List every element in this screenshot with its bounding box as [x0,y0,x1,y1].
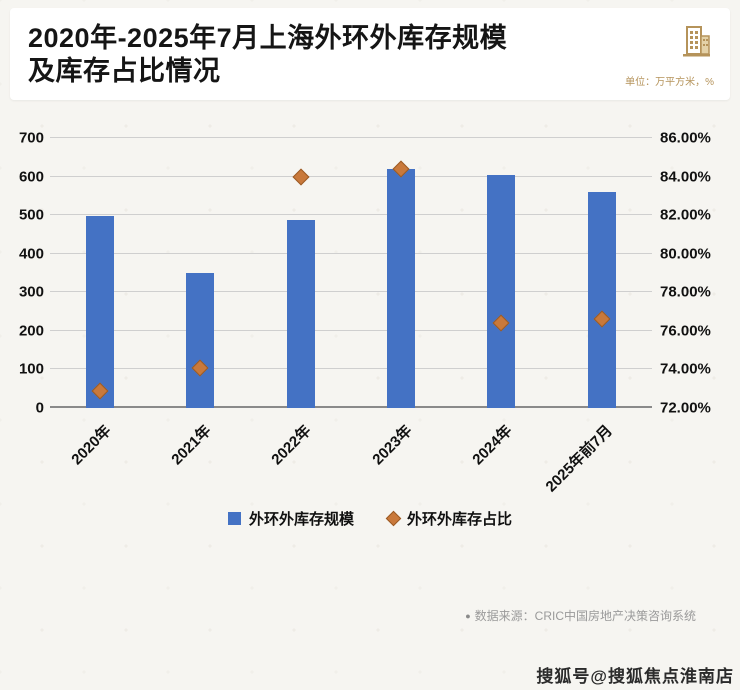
category-column: 2022年 [251,138,351,468]
left-axis-tick: 100 [18,360,44,378]
inventory-bar [86,215,115,408]
gridline [50,329,652,331]
inventory-bar [186,273,215,408]
left-axis-tick: 0 [35,399,44,417]
chart-legend: 外环外库存规模 外环外库存占比 [0,508,740,529]
right-axis-tick: 78.00% [660,283,711,301]
right-axis-tick: 80.00% [660,245,711,263]
category-column: 2024年 [451,138,551,468]
watermark-text: 搜狐号@搜狐焦点淮南店 [536,667,734,686]
category-column: 2025年前7月 [543,138,652,495]
title-line-1: 2020年-2025年7月上海外环外库存规模 [28,23,508,53]
category-column: 2023年 [351,138,451,468]
legend-item-scatter: 外环外库存占比 [385,508,513,529]
gridline [50,252,652,254]
left-axis-tick: 500 [18,206,44,224]
gridline [50,214,652,216]
category-column: 2021年 [150,138,250,468]
chart: 700 600 500 400 300 200 100 0 2020年 2021年 2022年 20… [8,130,732,496]
gridline [50,368,652,370]
bar-series-swatch-icon [227,512,241,525]
right-axis: 86.00% 84.00% 82.00% 80.00% 78.00% 76.00% 74.0… [652,130,732,417]
left-axis: 700 600 500 400 300 200 100 0 [8,130,50,417]
category-column: 2020年 [50,138,150,468]
x-axis-label: 2022年 [268,422,315,469]
right-axis-tick: 82.00% [660,206,711,224]
source-text: 数据来源：CRIC中国房地产决策咨询系统 [474,609,696,623]
legend-label-scatter: 外环外库存占比 [407,511,513,528]
unit-label: 单位：万平方米，% [625,77,714,88]
plot-area: 2020年 2021年 2022年 2023年 2024年 2025年前7月 [50,137,652,495]
x-axis-label: 2020年 [68,422,115,469]
page-title: 2020年-2025年7月上海外环外库存规模 及库存占比情况 [28,22,507,88]
right-axis-tick: 84.00% [660,168,711,186]
plot-columns: 2020年 2021年 2022年 2023年 2024年 2025年前7月 [50,138,652,495]
building-icon [678,24,714,63]
gridline [50,406,652,408]
inventory-bar [587,192,616,408]
legend-label-bar: 外环外库存规模 [248,511,354,528]
right-axis-tick: 74.00% [660,360,711,378]
chart-header: 2020年-2025年7月上海外环外库存规模 及库存占比情况 单位：万平方米，% [10,8,730,100]
left-axis-tick: 200 [18,322,44,340]
left-axis-tick: 600 [18,168,44,186]
source-bullet-icon: ● [465,611,471,621]
gridline [50,137,652,138]
legend-item-bar: 外环外库存规模 [227,508,354,529]
inventory-bar [487,174,516,408]
scatter-series-swatch-icon [385,510,402,527]
title-line-2: 及库存占比情况 [28,55,221,86]
inventory-bar [387,168,416,408]
right-axis-tick: 76.00% [660,322,711,340]
ratio-diamond-marker [292,168,310,186]
left-axis-tick: 300 [18,283,44,301]
data-source: ● 数据来源：CRIC中国房地产决策咨询系统 [0,607,696,624]
right-axis-tick: 72.00% [660,399,711,417]
gridline [50,291,652,293]
x-axis-label: 2024年 [469,422,516,469]
x-axis-label: 2021年 [168,422,215,469]
gridline [50,175,652,177]
x-axis-label: 2023年 [369,422,416,469]
left-axis-tick: 400 [18,245,44,263]
left-axis-tick: 700 [18,129,44,147]
right-axis-tick: 86.00% [660,129,711,147]
x-axis-label: 2025年前7月 [542,422,616,496]
inventory-bar [286,219,315,408]
header-right: 单位：万平方米，% [625,22,714,88]
